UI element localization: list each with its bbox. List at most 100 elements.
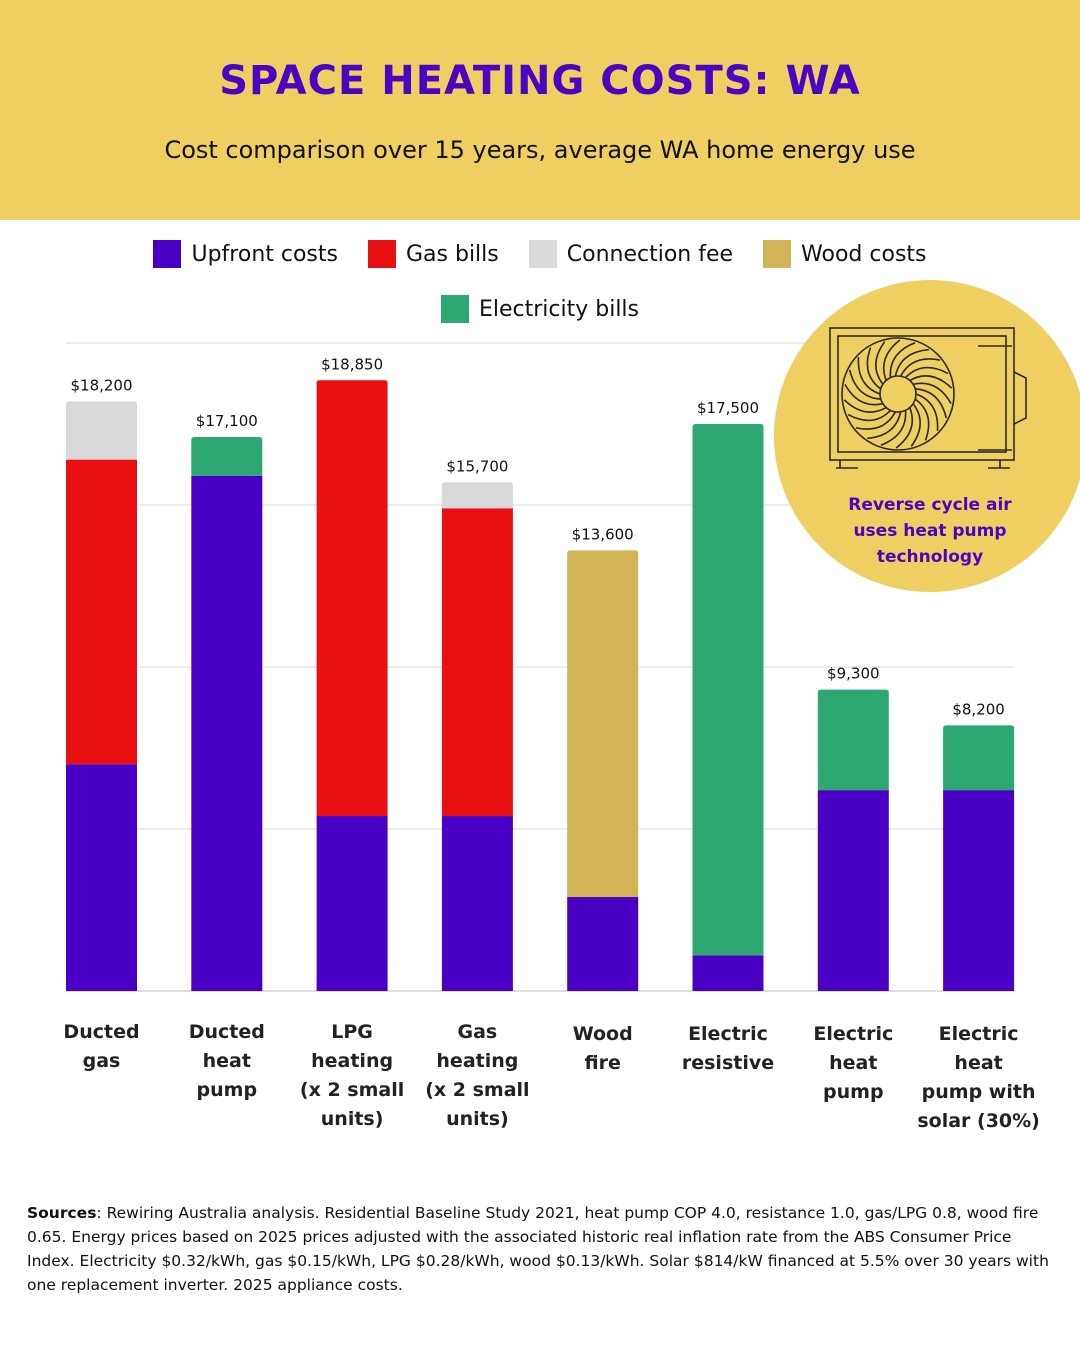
category-label-line: Electric <box>938 1023 1019 1045</box>
legend-label: Gas bills <box>406 241 499 267</box>
bar-segment-upfront-costs <box>441 816 513 991</box>
category-label-line: (x 2 small <box>425 1079 530 1101</box>
fan-blade <box>855 411 897 430</box>
total-label: $9,300 <box>827 665 880 683</box>
page-subtitle: Cost comparison over 15 years, average W… <box>164 136 916 164</box>
category-label-line: Electric <box>813 1023 894 1045</box>
legend-item: Upfront costs <box>153 240 338 268</box>
bar-segment-electricity-bills <box>943 725 1015 791</box>
bar-segment-upfront-costs <box>692 955 764 991</box>
bar-segment-electricity-bills <box>692 424 764 956</box>
fan-blade <box>914 398 930 441</box>
total-label: $17,500 <box>697 399 759 417</box>
category-label-line: solar (30%) <box>917 1110 1040 1132</box>
legend-swatch <box>763 240 792 268</box>
legend-swatch <box>153 240 182 268</box>
fan-blade <box>866 347 882 390</box>
bar-segment-electricity-bills <box>191 436 263 476</box>
fan-blade <box>910 403 921 447</box>
air-conditioner-outdoor-unit-icon <box>829 327 1027 469</box>
page-title: SPACE HEATING COSTS: WA <box>219 58 861 104</box>
fan-blade <box>857 357 881 395</box>
legend-row: Upfront costs Gas bills Connection fee Wood… <box>0 237 1080 271</box>
total-label: $8,200 <box>952 700 1005 718</box>
fan-blade <box>909 375 953 389</box>
total-label: $18,200 <box>70 376 132 394</box>
legend-label: Wood costs <box>801 241 927 267</box>
fan-blade <box>899 358 941 377</box>
fan-blade <box>904 366 949 379</box>
category-label-line: Gas <box>457 1021 498 1043</box>
header-banner: SPACE HEATING COSTS: WA Cost comparison … <box>0 0 1080 220</box>
category-label-line: heat <box>954 1052 1003 1074</box>
bar-segment-upfront-costs <box>191 475 263 992</box>
category-label-line: Ducted <box>63 1021 140 1043</box>
fan-blade <box>915 388 948 419</box>
fan-blade <box>843 399 887 413</box>
total-label: $15,700 <box>446 457 508 475</box>
fan-blade <box>847 409 892 422</box>
legend-item: Gas bills <box>368 240 499 268</box>
fan-blade <box>880 410 907 446</box>
total-label: $13,600 <box>572 525 634 543</box>
legend-item: Wood costs <box>763 240 927 268</box>
bar-segment-upfront-costs <box>66 764 137 991</box>
bar-segment-gas-bills <box>316 380 388 817</box>
category-label-line: units) <box>320 1108 384 1130</box>
sources-label: Sources <box>27 1204 97 1222</box>
bar-segment-gas-bills <box>441 508 513 817</box>
category-label-line: LPG <box>331 1021 373 1043</box>
total-label: $17,100 <box>196 412 258 430</box>
category-label: Wood fire <box>541 1020 665 1078</box>
category-label-line: (x 2 small <box>299 1079 405 1101</box>
legend-swatch <box>440 295 469 323</box>
callout-text: Reverse cycle air uses heat pump technol… <box>848 495 1012 567</box>
category-label-line: pump with <box>921 1081 1036 1103</box>
category-label-line: pump <box>823 1081 884 1103</box>
category-label: Gas heating (x 2 small units) <box>415 1018 539 1134</box>
bar-segment-connection-fee <box>441 482 513 509</box>
category-label-line: pump <box>196 1079 258 1101</box>
category-label-line: resistive <box>681 1052 775 1074</box>
callout-circle: Reverse cycle air uses heat pump technol… <box>774 280 1080 592</box>
sources-note: Sources: Rewiring Australia analysis. Re… <box>27 1201 1057 1297</box>
fan-blade <box>844 384 884 406</box>
category-label-line: Wood <box>572 1023 633 1045</box>
legend-item: Connection fee <box>528 240 734 268</box>
bar-segment-upfront-costs <box>316 816 388 991</box>
category-label-line: Electric <box>688 1023 768 1045</box>
category-label-line: fire <box>584 1052 621 1074</box>
legend-label: Electricity bills <box>478 296 640 322</box>
category-label: Electric heat pump <box>791 1020 915 1107</box>
category-label-line: heating <box>436 1050 519 1072</box>
category-label: Ducted gas <box>40 1018 164 1076</box>
category-label-line: heating <box>311 1050 394 1072</box>
legend-swatch <box>528 240 557 268</box>
bar-segment-wood-costs <box>567 550 639 898</box>
legend-label: Connection fee <box>566 241 734 267</box>
bar-segment-upfront-costs <box>567 897 639 991</box>
category-label-line: gas <box>82 1050 121 1072</box>
fan-blade <box>895 407 914 449</box>
fan-blade <box>875 341 886 385</box>
sources-text: : Rewiring Australia analysis. Residenti… <box>27 1204 1049 1294</box>
legend-row: Electricity bills <box>0 292 1080 326</box>
bar-segment-connection-fee <box>66 401 137 460</box>
fan-blade <box>912 382 952 404</box>
fan-blade <box>848 369 881 400</box>
category-label-line: heat <box>202 1050 251 1072</box>
legend-item: Electricity bills <box>440 295 640 323</box>
category-label-line: heat <box>829 1052 878 1074</box>
total-label: $18,850 <box>321 355 383 373</box>
category-label-line: Ducted <box>188 1021 265 1043</box>
category-label: Ducted heat pump <box>165 1018 289 1105</box>
legend-label: Upfront costs <box>191 241 338 267</box>
bar-segment-gas-bills <box>66 459 137 765</box>
fan-blade <box>882 339 901 381</box>
category-label: Electric heat pump with solar (30%) <box>917 1020 1041 1136</box>
fan-blade <box>915 393 939 431</box>
fan-blade <box>889 342 916 378</box>
bar-segment-electricity-bills <box>817 689 889 791</box>
category-label: Electric resistive <box>666 1020 790 1078</box>
